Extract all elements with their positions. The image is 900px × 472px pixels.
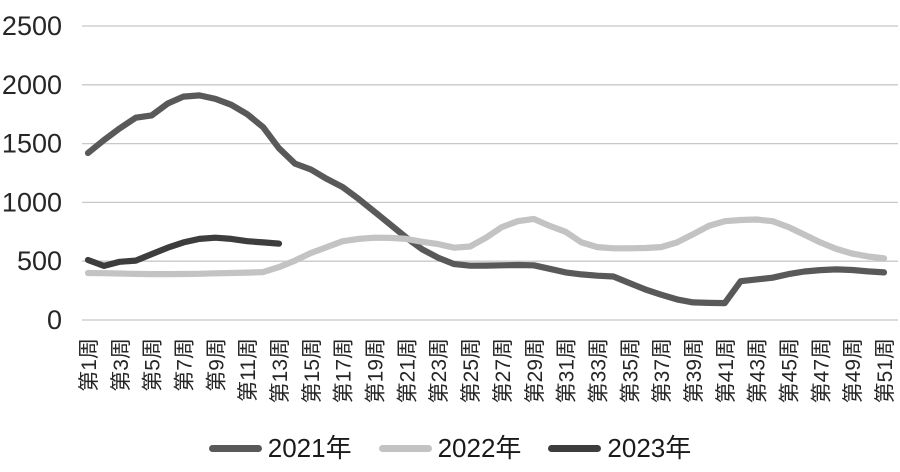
x-tick-label-week-25: 第25周 xyxy=(460,338,483,403)
series-line-2022年 xyxy=(84,215,888,278)
y-tick-label-0: 0 xyxy=(47,305,62,335)
x-tick-label-week-41: 第41周 xyxy=(715,338,738,403)
x-tick-label-week-37: 第37周 xyxy=(651,338,674,403)
legend-line-swatch-2022 xyxy=(378,444,432,452)
x-tick-label-week-3: 第3周 xyxy=(110,338,133,392)
series-line-2023年 xyxy=(84,234,283,269)
x-tick-label-week-1: 第1周 xyxy=(78,338,101,392)
x-tick-label-week-49: 第49周 xyxy=(842,338,865,403)
x-tick-label-week-27: 第27周 xyxy=(492,338,515,403)
y-tick-label-2000: 2000 xyxy=(2,70,62,100)
legend-label-2022: 2022年 xyxy=(437,433,522,463)
x-tick-label-week-21: 第21周 xyxy=(396,338,419,403)
legend-item-2022: 2022年 xyxy=(378,433,522,463)
x-tick-label-week-23: 第23周 xyxy=(428,338,451,403)
x-tick-label-week-35: 第35周 xyxy=(619,338,642,403)
x-tick-label-week-19: 第19周 xyxy=(365,338,388,403)
legend-line-swatch-2023 xyxy=(548,444,602,452)
x-tick-label-week-13: 第13周 xyxy=(269,338,292,403)
x-tick-label-week-33: 第33周 xyxy=(587,338,610,403)
y-tick-label-1000: 1000 xyxy=(2,187,62,217)
line-chart-svg: 05001000150020002500第1周 第3周 第5周 第7周 第9周 第11周第… xyxy=(2,11,898,403)
x-tick-label-week-43: 第43周 xyxy=(747,338,770,403)
x-tick-label-week-31: 第31周 xyxy=(556,338,579,403)
x-tick-label-week-9: 第9周 xyxy=(205,338,228,392)
x-tick-label-week-11: 第11周 xyxy=(237,338,260,402)
legend-line-swatch-2021 xyxy=(208,444,262,452)
x-tick-label-week-51: 第51周 xyxy=(874,338,897,403)
series-line-2021年 xyxy=(84,92,888,307)
y-tick-label-2500: 2500 xyxy=(2,11,62,41)
y-tick-label-500: 500 xyxy=(17,246,62,276)
x-tick-label-week-47: 第47周 xyxy=(810,338,833,403)
x-tick-label-week-15: 第15周 xyxy=(301,338,324,403)
y-tick-label-1500: 1500 xyxy=(2,129,62,159)
x-tick-label-week-29: 第29周 xyxy=(524,338,547,403)
chart-legend: 2021年 2022年 2023年 xyxy=(0,435,900,461)
legend-label-2021: 2021年 xyxy=(267,433,352,463)
x-tick-label-week-17: 第17周 xyxy=(333,338,356,403)
x-tick-label-week-7: 第7周 xyxy=(174,338,197,392)
legend-label-2023: 2023年 xyxy=(607,433,692,463)
legend-item-2023: 2023年 xyxy=(548,435,691,461)
legend-item-2021: 2021年 xyxy=(208,433,352,463)
x-tick-label-week-45: 第45周 xyxy=(779,338,802,403)
x-tick-label-week-5: 第5周 xyxy=(142,338,165,392)
x-tick-label-week-39: 第39周 xyxy=(683,338,706,403)
